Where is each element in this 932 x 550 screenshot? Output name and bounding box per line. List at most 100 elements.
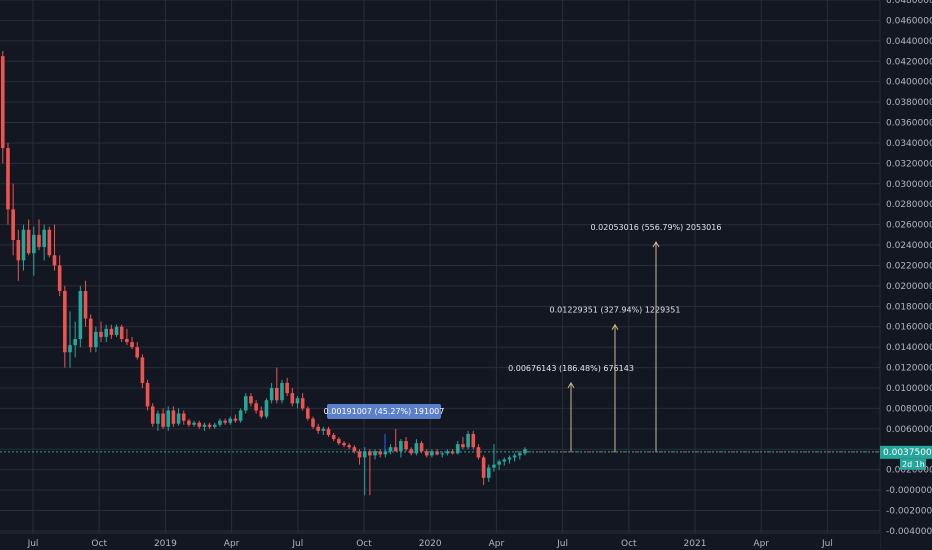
candle-body [507, 457, 512, 460]
candle-body [114, 326, 119, 335]
projection-label: 0.02053016 (556.79%) 2053016 [591, 223, 722, 232]
candle-body [68, 345, 72, 353]
candle-body [140, 357, 145, 383]
candle-body [171, 410, 176, 424]
candle-body [435, 451, 439, 455]
candle-body [238, 410, 243, 421]
candle-body [150, 406, 155, 424]
candle-body [290, 393, 295, 404]
candle-body [409, 449, 414, 454]
grid-lines [0, 0, 880, 533]
candle-body [32, 234, 36, 254]
candle-body [280, 382, 284, 401]
time-tick-label: 2019 [154, 539, 177, 549]
time-tick-label: Oct [91, 539, 107, 549]
last-price-tag: 0.00375000 2d 1h [880, 445, 932, 470]
candle-body [512, 455, 517, 458]
candle-body [212, 424, 217, 427]
candle-body [37, 234, 41, 248]
candle-body [393, 447, 398, 452]
candle-body [419, 443, 424, 452]
candle-body [306, 408, 310, 419]
candle-body [331, 434, 336, 440]
candle-body [316, 426, 320, 431]
time-axis[interactable] [0, 533, 880, 550]
candle-body [254, 403, 258, 411]
candle-body [269, 388, 274, 401]
time-tick-label: Oct [356, 539, 372, 549]
candle-body [187, 420, 191, 425]
candle-body [502, 459, 507, 462]
candle-body [218, 420, 222, 425]
candle-body [104, 328, 108, 337]
candle-body [378, 451, 383, 455]
candle-body [156, 413, 160, 424]
candle-body [88, 318, 93, 348]
time-axis-labels: Jul Oct 2019 Apr Jul Oct 2020 Apr Jul Oct 2021 Apr J… [27, 539, 833, 549]
measure-label-boxed: 0.00191007 (45.27%) 191007 [324, 404, 445, 453]
candle-body [233, 418, 238, 421]
time-tick-label: Apr [489, 539, 505, 549]
candle-body [440, 453, 445, 455]
candle-body [357, 451, 362, 458]
projection-arrow: 0.02053016 (556.79%) 2053016 [591, 223, 722, 453]
candle-body [311, 418, 315, 427]
candle-body [161, 413, 165, 427]
candle-body [347, 445, 351, 448]
time-tick-label: Jul [291, 539, 303, 549]
candle-body [523, 449, 527, 454]
candle-body [497, 461, 501, 465]
price-tick-label: -0.00400000 [886, 527, 932, 537]
candle-body [264, 400, 269, 417]
time-tick-label: Jul [556, 539, 568, 549]
candle-body [166, 410, 171, 427]
candle-body [181, 413, 186, 421]
candle-body [1, 56, 5, 149]
price-tick-label: -0.00200000 [886, 507, 932, 517]
time-tick-label: Apr [753, 539, 769, 549]
candle-body [63, 291, 67, 353]
candle-body [337, 439, 341, 444]
measure-label-text: 0.00191007 (45.27%) 191007 [324, 407, 445, 416]
projection-arrow-head [611, 323, 619, 330]
candle-body [486, 467, 491, 478]
candle-body [342, 443, 346, 446]
candle-body [207, 424, 212, 427]
candle-body [455, 444, 460, 454]
candle-body [450, 451, 455, 454]
projection-arrow-head [652, 241, 660, 248]
candle-body [461, 444, 465, 448]
bar-countdown-label: 2d 1h [902, 460, 925, 469]
candle-body [16, 239, 21, 261]
candle-body [197, 422, 202, 427]
candle-body [259, 410, 264, 417]
candle-body [424, 451, 429, 456]
candle-body [223, 420, 227, 423]
projection-arrow-head [567, 381, 575, 389]
candle-body [388, 447, 393, 452]
candle-body [94, 331, 98, 348]
time-tick-label: Apr [224, 539, 240, 549]
candle-body [471, 433, 476, 448]
candle-body [57, 265, 62, 292]
candle-body [481, 457, 486, 478]
candle-body [119, 326, 124, 339]
candle-body [83, 291, 88, 319]
candle-body [73, 338, 77, 346]
time-tick-label: 2020 [419, 539, 442, 549]
